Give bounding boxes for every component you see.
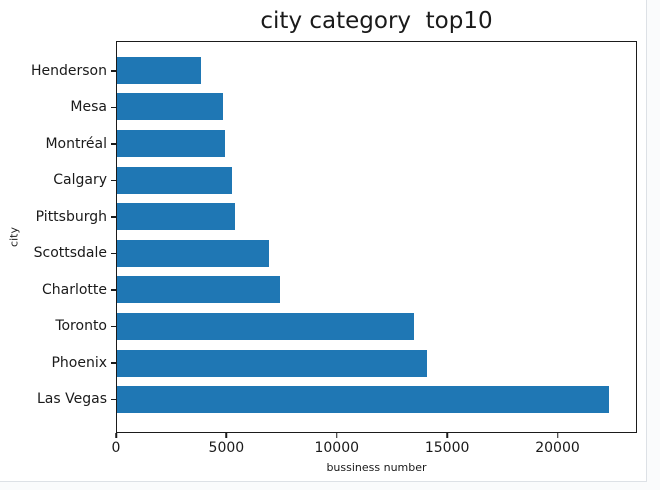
ytick-label-scottsdale: Scottsdale (33, 245, 107, 262)
bar-scottsdale (117, 239, 270, 267)
bar-row-toronto (117, 308, 636, 345)
chart-title: city category top10 (260, 8, 493, 34)
xtick-label-0: 0 (111, 440, 121, 456)
ytick-mark (111, 289, 116, 291)
ytick-mark (111, 325, 116, 327)
ytick-row-mesa: Mesa (0, 89, 116, 126)
ytick-label-mesa: Mesa (70, 99, 107, 116)
ytick-label-montreal: Montréal (45, 135, 107, 152)
x-axis-title: bussiness number (326, 461, 427, 474)
ytick-label-toronto: Toronto (55, 318, 107, 335)
ytick-row-charlotte: Charlotte (0, 272, 116, 309)
xtick-mark-0 (115, 433, 117, 438)
x-axis-ticks: 0 5000 10000 15000 20000 (112, 433, 637, 459)
plot-area (116, 41, 637, 433)
xtick-mark-10000 (336, 433, 338, 438)
bar-row-charlotte (117, 272, 636, 309)
xtick-label-20000: 20000 (535, 440, 580, 456)
ytick-label-pittsburgh: Pittsburgh (35, 208, 107, 225)
ytick-row-montreal: Montréal (0, 126, 116, 163)
ytick-mark (111, 70, 116, 72)
ytick-label-charlotte: Charlotte (41, 281, 107, 298)
bar-row-mesa (117, 89, 636, 126)
bar-row-montreal (117, 125, 636, 162)
ytick-row-toronto: Toronto (0, 308, 116, 345)
bar-las-vegas (117, 386, 609, 414)
ytick-row-pittsburgh: Pittsburgh (0, 199, 116, 236)
xtick-label-10000: 10000 (314, 440, 360, 456)
xtick-mark-20000 (556, 433, 559, 438)
xtick-label-5000: 5000 (208, 440, 245, 456)
bar-calgary (117, 166, 233, 194)
bar-row-calgary (117, 162, 636, 199)
ytick-label-phoenix: Phoenix (51, 354, 107, 371)
bar-series (117, 42, 636, 432)
ytick-row-las-vegas: Las Vegas (0, 381, 116, 418)
ytick-row-phoenix: Phoenix (0, 345, 116, 382)
ytick-mark (111, 106, 116, 108)
ytick-mark (111, 362, 116, 364)
ytick-mark (111, 216, 116, 218)
ytick-mark (111, 179, 116, 181)
xtick-label-15000: 15000 (424, 440, 470, 456)
y-axis-tick-labels: Henderson Mesa Montréal Calgary Pittsburgh Sc… (0, 43, 116, 432)
ytick-mark (111, 143, 116, 145)
bar-charlotte (117, 276, 281, 304)
ytick-mark (111, 398, 116, 400)
ytick-label-henderson: Henderson (30, 62, 107, 79)
ytick-row-henderson: Henderson (0, 53, 116, 90)
xtick-mark-15000 (446, 433, 448, 438)
bar-mesa (117, 93, 223, 121)
ytick-label-calgary: Calgary (53, 172, 107, 189)
bar-phoenix (117, 349, 428, 377)
bar-montreal (117, 129, 225, 158)
bar-row-henderson (117, 52, 636, 89)
ytick-label-las-vegas: Las Vegas (37, 391, 107, 408)
bar-row-las-vegas (117, 381, 636, 418)
ytick-mark (111, 252, 116, 254)
figure-canvas: city category top10 city Henderson Mesa Mo… (0, 0, 647, 482)
bar-row-pittsburgh (117, 198, 636, 235)
bar-row-scottsdale (117, 235, 636, 272)
bar-pittsburgh (117, 203, 235, 231)
ytick-row-scottsdale: Scottsdale (0, 235, 116, 272)
xtick-mark-5000 (225, 433, 228, 438)
ytick-row-calgary: Calgary (0, 162, 116, 199)
bar-toronto (117, 312, 415, 340)
bar-row-phoenix (117, 345, 636, 382)
bar-henderson (117, 56, 201, 84)
